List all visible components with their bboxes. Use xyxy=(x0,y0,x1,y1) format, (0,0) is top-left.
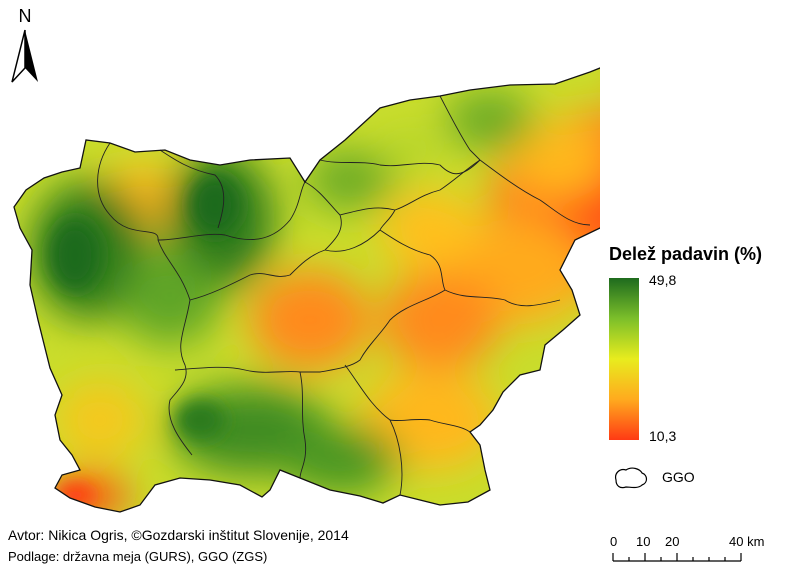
scale-ruler xyxy=(612,553,742,562)
legend-max-label: 49,8 xyxy=(649,272,677,288)
scale-bar: 0 10 20 40 km xyxy=(610,534,764,562)
scale-tick-10: 10 xyxy=(636,534,650,549)
legend-min-label: 10,3 xyxy=(649,428,677,444)
ggo-boundaries xyxy=(97,95,591,496)
north-label: N xyxy=(18,6,32,26)
north-arrow: N xyxy=(8,6,42,86)
data-source: Podlage: državna meja (GURS), GGO (ZGS) xyxy=(8,549,268,564)
scale-tick-40: 40 km xyxy=(729,534,764,549)
scale-tick-0: 0 xyxy=(610,534,617,549)
legend-color-ramp xyxy=(609,278,639,440)
ggo-boundary-symbol xyxy=(615,467,648,489)
north-arrow-icon xyxy=(11,29,38,83)
precipitation-map xyxy=(13,11,600,513)
ggo-label: GGO xyxy=(662,469,695,485)
scale-tick-20: 20 xyxy=(665,534,679,549)
precipitation-raster xyxy=(14,12,600,512)
legend-title: Delež padavin (%) xyxy=(609,244,763,264)
author-credit: Avtor: Nikica Ogris, ©Gozdarski inštitut… xyxy=(8,527,349,543)
